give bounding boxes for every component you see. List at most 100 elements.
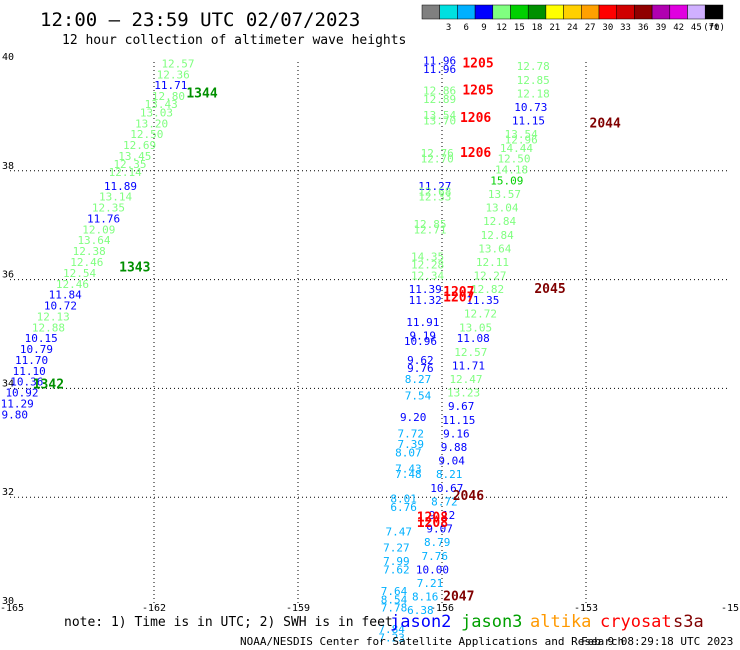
wave-height-value: 10.92 (5, 387, 38, 400)
track-label: 2046 (453, 489, 484, 504)
x-tick-label: -165 (0, 603, 24, 614)
wave-height-value: 11.91 (406, 316, 439, 329)
wave-height-value: 11.76 (87, 212, 120, 225)
wave-height-value: 11.35 (466, 294, 499, 307)
wave-height-value: 8.01 (390, 493, 417, 506)
y-tick-label: 38 (2, 161, 14, 172)
wave-height-value: 11.10 (13, 365, 46, 378)
footer-timestamp: Feb 9 08:29:18 UTC 2023 (581, 635, 733, 648)
wave-height-value: 12.11 (476, 256, 509, 269)
colorbar-label: 33 (620, 23, 631, 33)
wave-height-value: 12.36 (157, 68, 190, 81)
wave-height-value: 11.32 (409, 294, 442, 307)
wave-height-value: 12.27 (473, 270, 506, 283)
wave-height-value: 15.09 (490, 174, 523, 187)
wave-height-value: 8.07 (395, 446, 422, 459)
legend-jason2: jason2 (390, 612, 451, 632)
wave-height-value: 7.23 (378, 631, 405, 644)
wave-height-value: 12.35 (113, 158, 146, 171)
wave-height-value: 7.27 (383, 542, 410, 555)
wave-height-value: 12.46 (70, 256, 103, 269)
colorbar-swatch (581, 4, 600, 20)
track-label: 2047 (443, 590, 474, 605)
wave-height-value: 12.46 (56, 278, 89, 291)
wave-height-value: 9.62 (407, 354, 434, 367)
wave-height-value: 11.15 (442, 414, 475, 427)
wave-height-value: 9.04 (438, 455, 465, 468)
wave-height-value: 8.27 (405, 373, 432, 386)
wave-height-value: 12.78 (517, 60, 550, 73)
wave-height-value: 9.67 (448, 400, 475, 413)
wave-height-value: 12.50 (497, 153, 530, 166)
track-label: 1206 (460, 111, 491, 126)
colorbar-label: 39 (656, 23, 667, 33)
wave-height-value: 10.15 (25, 332, 58, 345)
wave-height-value: 7.99 (383, 555, 410, 568)
wave-height-value: 12.50 (130, 128, 163, 141)
wave-height-value: 11.29 (1, 397, 34, 410)
wave-height-value: 12.70 (421, 153, 454, 166)
wave-height-value: 7.72 (398, 427, 425, 440)
wave-height-value: 10.79 (20, 343, 53, 356)
wave-height-value: 10.73 (514, 101, 547, 114)
wave-height-value: 10.00 (416, 563, 449, 576)
wave-height-value: 7.21 (417, 577, 444, 590)
colorbar-label: 27 (585, 23, 596, 33)
wave-height-value: 13.64 (478, 242, 511, 255)
legend-cryosat: cryosat (600, 612, 672, 632)
wave-height-value: 12.57 (161, 57, 194, 70)
colorbar-label: 36 (638, 23, 649, 33)
x-tick-label: -15 (721, 603, 739, 614)
track-label: 1343 (119, 260, 150, 275)
wave-height-value: 12.96 (505, 134, 538, 147)
wave-height-value: 12.28 (411, 259, 444, 272)
wave-height-value: 12.54 (63, 267, 96, 280)
wave-height-value: 7.78 (381, 601, 408, 614)
wave-height-value: 12.85 (517, 74, 550, 87)
colorbar-swatch (474, 4, 494, 20)
wave-height-value: 7.62 (383, 563, 410, 576)
colorbar-label: 15 (514, 23, 525, 33)
wave-height-value: 7.76 (422, 550, 449, 563)
wave-height-points: 12.5712.3611.7112.8013.4313.0313.2012.50… (1, 55, 550, 645)
y-tick-label: 30 (2, 596, 14, 607)
colorbar-swatch (527, 4, 547, 20)
y-tick-label: 32 (2, 487, 14, 498)
wave-height-value: 12.84 (483, 215, 516, 228)
wave-height-value: 13.64 (77, 234, 110, 247)
wave-height-value: 12.34 (411, 270, 444, 283)
wave-height-value: 7.47 (386, 525, 413, 538)
wave-height-value: 8.79 (424, 536, 451, 549)
wave-height-value: 8.16 (412, 591, 439, 604)
colorbar-label: 12 (496, 23, 507, 33)
wave-height-value: 13.20 (135, 117, 168, 130)
colorbar-swatch (545, 4, 564, 20)
wave-height-value: 13.04 (485, 202, 518, 215)
wave-height-value: 11.89 (104, 180, 137, 193)
wave-height-value: 11.96 (423, 55, 456, 68)
wave-height-value: 9.20 (400, 411, 427, 424)
footer-agency: NOAA/NESDIS Center for Satellite Applica… (240, 635, 624, 648)
wave-height-value: 10.96 (404, 335, 437, 348)
colorbar-swatch (421, 4, 440, 20)
wave-height-value: 14.44 (500, 142, 533, 155)
wave-height-value: 10.72 (44, 300, 77, 313)
wave-height-value: 13.05 (459, 321, 492, 334)
wave-height-value: 12.72 (464, 308, 497, 321)
wave-height-value: 12.82 (471, 283, 504, 296)
legend-s3a: s3a (673, 612, 704, 632)
wave-height-value: 12.89 (423, 93, 456, 106)
wave-height-value: 13.03 (140, 106, 173, 119)
wave-height-value: 13.54 (505, 128, 538, 141)
colorbar-swatch (457, 4, 476, 20)
wave-height-value: 12.68 (418, 185, 451, 198)
colorbar-label: 21 (549, 23, 560, 33)
wave-height-value: 12.86 (423, 85, 456, 98)
wave-height-value: 11.71 (452, 359, 485, 372)
wave-height-value: 7.84 (378, 623, 405, 636)
wave-height-value: 13.54 (423, 109, 456, 122)
colorbar-label: 45 (691, 23, 702, 33)
wave-height-value: 8.21 (436, 468, 463, 481)
